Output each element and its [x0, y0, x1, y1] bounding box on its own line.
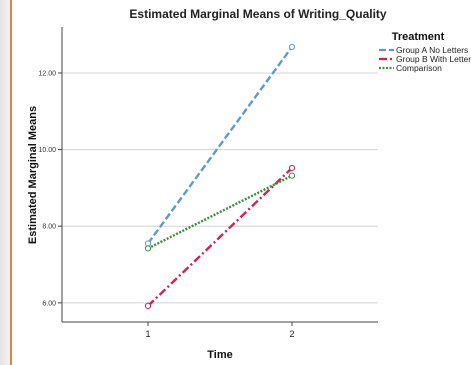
y-axis-title: Estimated Marginal Means — [27, 106, 39, 244]
series-lines — [144, 43, 296, 310]
data-point-group-a-no-letters-2 — [288, 43, 296, 51]
data-point-group-b-with-letters-1 — [144, 302, 152, 310]
legend-label-group-b-with-letters: Group B With Letters — [396, 54, 471, 64]
x-tick-label-1: 1 — [145, 329, 150, 339]
window-left-border — [10, 0, 12, 365]
series-line-group-a-no-letters — [147, 46, 293, 245]
x-axis-title: Time — [207, 349, 232, 361]
legend-label-comparison: Comparison — [396, 63, 442, 73]
data-point-comparison-2 — [288, 172, 296, 179]
x-tick-label-2: 2 — [289, 329, 294, 339]
y-axis-ticks: 6.00 8.00 10.00 12.00 — [38, 70, 62, 307]
window-left-edge — [0, 0, 12, 365]
series-line-group-b-with-letters — [147, 167, 293, 307]
plot-area — [62, 27, 378, 322]
data-point-group-a-no-letters-1 — [144, 240, 152, 247]
y-tick-label-10.00: 10.00 — [38, 147, 56, 154]
y-tick-label-6.00: 6.00 — [42, 300, 56, 307]
chart-title: Estimated Marginal Means of Writing_Qual… — [129, 7, 386, 21]
data-point-group-b-with-letters-2 — [288, 164, 296, 172]
data-point-comparison-1 — [144, 245, 152, 252]
y-tick-label-8.00: 8.00 — [42, 224, 56, 231]
legend-label-group-a-no-letters: Group A No Letters — [396, 45, 468, 55]
legend-title: Treatment — [392, 31, 445, 43]
series-line-comparison — [147, 174, 293, 250]
gridlines — [62, 72, 378, 304]
y-tick-label-12.00: 12.00 — [38, 70, 56, 77]
